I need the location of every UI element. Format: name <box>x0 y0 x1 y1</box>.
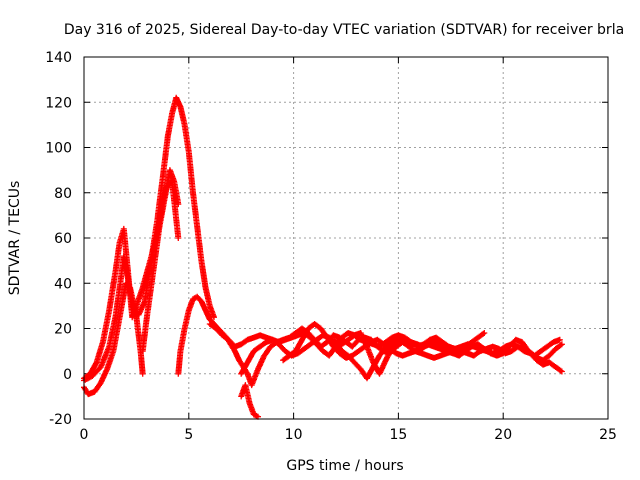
x-axis-label: GPS time / hours <box>286 458 403 474</box>
plot-area <box>81 94 565 420</box>
y-tick-label: 60 <box>54 231 72 247</box>
y-tick-label: 120 <box>45 95 72 111</box>
axis-ticks: 0 5 10 15 20 25 -20 0 20 40 60 80 100 120 140 <box>45 50 617 443</box>
y-axis-label: SDTVAR / TECUs <box>7 181 23 296</box>
grid-lines <box>84 57 608 419</box>
series-track-7 <box>238 382 261 420</box>
x-tick-label: 20 <box>494 427 512 443</box>
plot-border <box>83 56 609 420</box>
x-tick-label: 5 <box>184 427 193 443</box>
x-tick-label: 10 <box>285 427 303 443</box>
y-tick-label: 140 <box>45 50 72 66</box>
series-markers <box>139 167 182 355</box>
y-tick-label: 20 <box>54 322 72 338</box>
series-track-4 <box>139 167 182 355</box>
y-tick-label: -20 <box>49 412 72 428</box>
x-tick-label: 25 <box>599 427 617 443</box>
y-tick-label: 0 <box>63 367 72 383</box>
chart-title: Day 316 of 2025, Sidereal Day-to-day VTE… <box>64 22 624 38</box>
series-markers <box>238 382 261 420</box>
x-tick-label: 0 <box>80 427 89 443</box>
x-tick-label: 15 <box>389 427 407 443</box>
series-track-10 <box>332 336 414 382</box>
y-tick-label: 40 <box>54 276 72 292</box>
series-markers <box>332 336 414 382</box>
y-tick-label: 80 <box>54 186 72 202</box>
y-tick-label: 100 <box>45 141 72 157</box>
